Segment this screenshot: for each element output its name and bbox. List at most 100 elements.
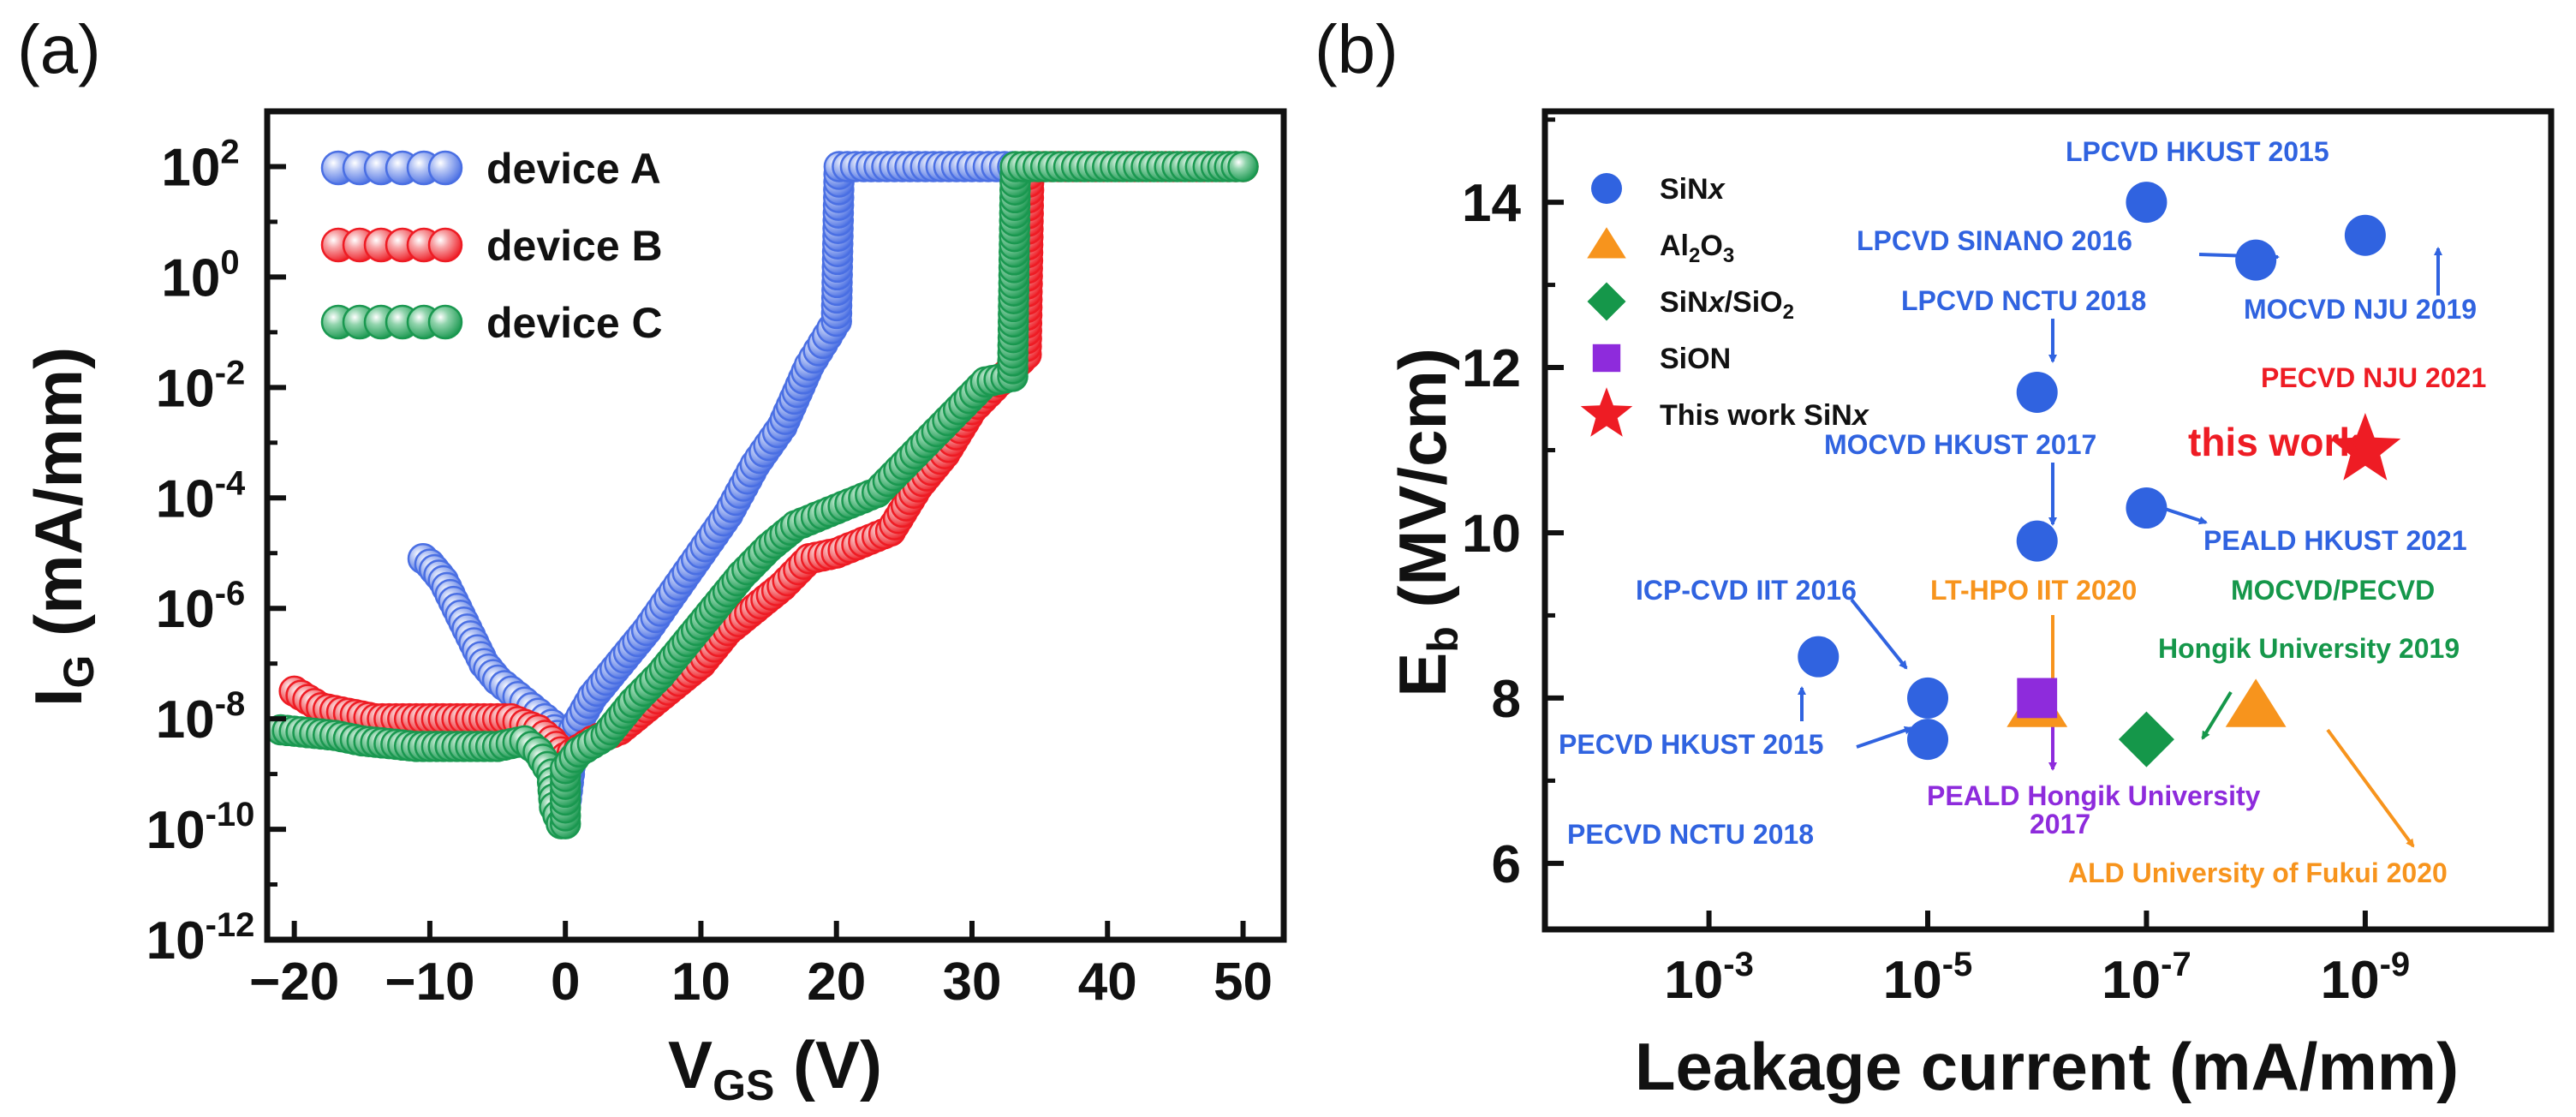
annotation-ald-fukui-2020: ALD University of Fukui 2020 (2068, 857, 2448, 888)
x-tick-label-base: 10 (2102, 951, 2161, 1010)
legend-label-part: 3 (1723, 244, 1734, 267)
point-pecvd-hkust-2015 (1798, 636, 1840, 678)
legend-item: SiNx (1591, 173, 1726, 206)
legend-label: This work SiNx (1660, 399, 1870, 432)
legend-label: SiON (1660, 343, 1731, 375)
x-tick-label: 0 (551, 953, 580, 1012)
point-lpcvd-nctu-2018 (2016, 371, 2058, 413)
y-tick-label: 10-8 (156, 685, 246, 750)
legend-label-part: O (1700, 230, 1722, 262)
panel-b-points (1798, 182, 2401, 768)
annotation-arrow (2159, 505, 2208, 525)
annotation-mocvd-hkust-2017: MOCVD HKUST 2017 (1824, 429, 2096, 460)
panel-a-ticks: −20 −10 0 10 20 30 40 5010210010-210-410-610-81… (146, 109, 1273, 1012)
point-pecvd-nju-2021 (2329, 413, 2401, 481)
y-tick-label-exp: -4 (215, 464, 246, 502)
point-peald-hkust-2021 (2126, 487, 2168, 529)
x-tick-label-exp: -9 (2380, 946, 2411, 983)
point-lpcvd-sinano-2016 (2235, 239, 2277, 281)
y-tick-label: 12 (1462, 339, 1521, 398)
annotation-peald-hkust-2021: PEALD HKUST 2021 (2203, 525, 2467, 556)
annotation-mocvd-pecvd: MOCVD/PECVD (2231, 575, 2435, 606)
legend-label-part: 2 (1783, 301, 1794, 324)
legend-square-icon (1592, 343, 1621, 373)
panel-b-xlabel: Leakage current (mA/mm) (1635, 1029, 2459, 1104)
x-tick-label-exp: -7 (2161, 946, 2191, 983)
legend-label-part: x (1851, 399, 1870, 432)
x-tick-label: 10 (671, 953, 730, 1012)
annotation-hongik-2019: Hongik University 2019 (2158, 633, 2460, 664)
panel-a-ylabel: IG (mA/mm) (21, 347, 103, 707)
annotation-pecvd-nctu-2018: PECVD NCTU 2018 (1567, 819, 1814, 850)
x-tick-label: −10 (385, 953, 474, 1012)
annotation-arrow (2201, 690, 2233, 740)
point-pecvd-nctu-2018 (1907, 719, 1949, 761)
point-icp-cvd-iit-2016 (1907, 677, 1949, 719)
annotation-mocvd-nju-2019: MOCVD NJU 2019 (2244, 294, 2477, 325)
annotation-arrow (1856, 726, 1913, 749)
y-tick-label-exp: -10 (206, 796, 255, 833)
legend-label-part: /SiO (1725, 286, 1783, 319)
panel-a-series (265, 151, 1259, 839)
legend-item: This work SiNx (1580, 387, 1870, 437)
data-point (1227, 151, 1259, 182)
point-ald-university-of-fukui-2020 (2225, 678, 2287, 727)
annotation-pecvd-nju-2021: PECVD NJU 2021 (2261, 362, 2486, 393)
y-tick-label-base: 10 (156, 690, 215, 750)
y-tick-label-base: 10 (161, 138, 220, 197)
point-mocvd-hkust-2017 (2016, 520, 2058, 562)
legend-item: device B (320, 222, 663, 270)
annotation-lt-hpo-iit-2020: LT-HPO IIT 2020 (1930, 575, 2137, 606)
y-tick-label-base: 10 (156, 469, 215, 529)
panel-b-ylabel: Eb (MV/cm) (1385, 348, 1467, 697)
x-tick-label-base: 10 (1883, 951, 1942, 1010)
y-tick-label: 10-12 (146, 906, 255, 971)
legend-marker (427, 150, 463, 186)
x-tick-label: −20 (249, 953, 339, 1012)
x-tick-label: 40 (1078, 953, 1137, 1012)
legend-marker (427, 304, 463, 340)
annotation-lpcvd-hkust-2015: LPCVD HKUST 2015 (2066, 136, 2329, 167)
y-tick-label: 6 (1492, 835, 1521, 894)
y-tick-label-exp: 0 (220, 243, 239, 281)
point-mocvd-nju-2019 (2344, 214, 2386, 256)
panel-b-frame (1541, 108, 2555, 933)
y-tick-label: 10 (1462, 505, 1521, 564)
y-tick-label-exp: 2 (220, 133, 239, 170)
y-tick-label-base: 10 (161, 248, 220, 308)
y-tick-label-exp: -6 (215, 575, 246, 612)
legend-marker (427, 227, 463, 263)
legend-label-part: Al (1660, 230, 1689, 262)
x-tick-label: 10-3 (1664, 946, 1754, 1010)
x-tick-label: 10-9 (2321, 946, 2411, 1010)
y-tick-label-base: 10 (156, 359, 215, 418)
panel-a-frame (264, 108, 1287, 943)
y-tick-label-exp: -12 (206, 906, 255, 944)
panel-a-xlabel: VGS (V) (668, 1027, 882, 1109)
legend-label: device C (486, 299, 663, 347)
y-tick-label: 14 (1462, 174, 1521, 233)
legend-label: device B (486, 222, 663, 270)
legend-label-part: SiN (1660, 173, 1708, 206)
legend-label: device A (486, 145, 661, 193)
legend-triangle-icon (1587, 227, 1626, 259)
point-peald-hongik-university-2017 (2017, 678, 2058, 719)
legend-item: SiNx/SiO2 (1587, 282, 1794, 324)
annotation-peald-hongik-year: 2017 (2030, 809, 2090, 839)
annotation-peald-hongik: PEALD Hongik University (1927, 780, 2261, 811)
y-tick-label: 8 (1492, 670, 1521, 729)
legend-label: SiNx/SiO2 (1660, 286, 1794, 324)
legend-label-part: SiON (1660, 343, 1731, 375)
annotation-this-work: this work (2188, 420, 2361, 464)
y-tick-label: 10-2 (156, 354, 246, 418)
point-mocvd-pecvd-hongik-university-2019 (2118, 711, 2174, 768)
legend-label-part: 2 (1689, 244, 1700, 267)
annotation-arrow (1850, 598, 1908, 670)
x-tick-label-base: 10 (1664, 951, 1723, 1010)
x-tick-label: 30 (943, 953, 1002, 1012)
panel-a-label: (a) (17, 11, 101, 87)
